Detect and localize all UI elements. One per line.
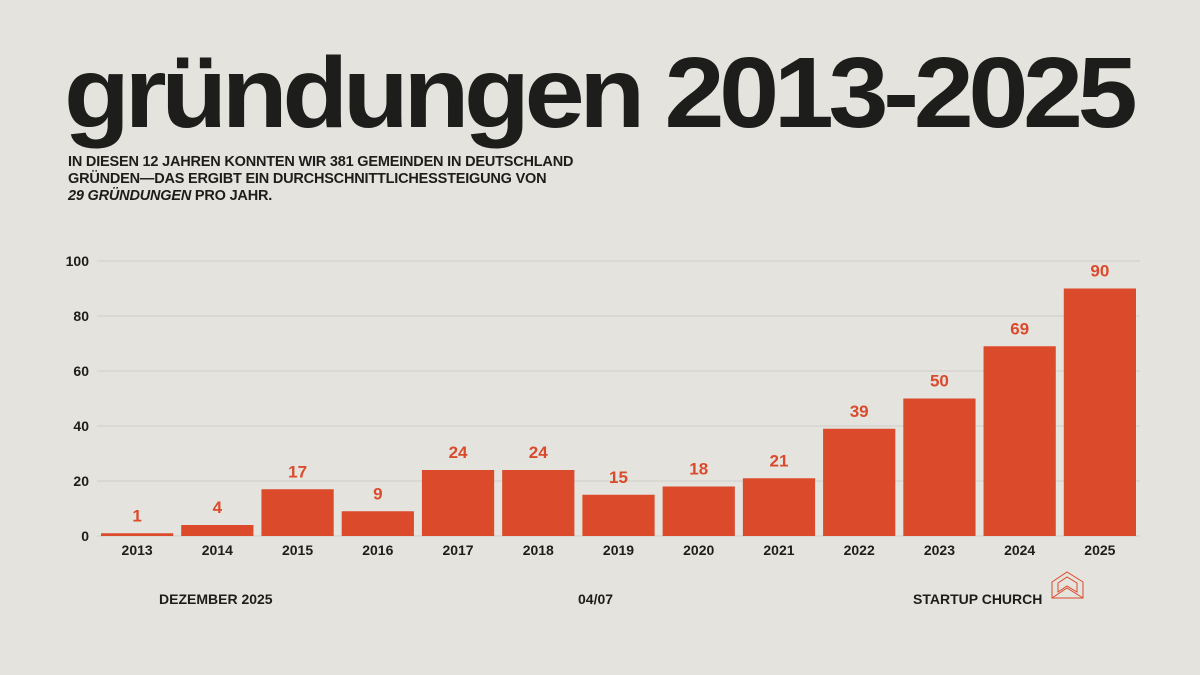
- data-label: 1: [132, 506, 141, 525]
- data-label: 21: [770, 451, 789, 470]
- y-tick-label: 60: [73, 363, 89, 379]
- x-tick-label: 2025: [1084, 542, 1115, 558]
- bar: [1063, 288, 1136, 536]
- y-tick-label: 0: [81, 528, 89, 544]
- x-tick-label: 2014: [202, 542, 233, 558]
- subtitle-line: 29 GRÜNDUNGEN PRO JAHR.: [68, 188, 573, 205]
- bar: [261, 489, 334, 536]
- data-label: 39: [850, 402, 869, 421]
- x-tick-label: 2020: [683, 542, 714, 558]
- x-tick-label: 2021: [763, 542, 794, 558]
- bar: [101, 533, 174, 536]
- x-tick-label: 2013: [122, 542, 153, 558]
- data-label: 9: [373, 484, 382, 503]
- subtitle-line: GRÜNDEN—DAS ERGIBT EIN DURCHSCHNITTLICHE…: [68, 171, 547, 187]
- data-label: 69: [1010, 319, 1029, 338]
- x-tick-label: 2024: [1004, 542, 1035, 558]
- bar: [421, 470, 495, 536]
- x-tick-label: 2022: [844, 542, 875, 558]
- page-title: gründungen 2013-2025: [64, 37, 1138, 149]
- x-tick-label: 2023: [924, 542, 955, 558]
- bar: [582, 494, 655, 536]
- bar: [903, 398, 976, 536]
- subtitle: IN DIESEN 12 JAHREN KONNTEN WIR 381 GEME…: [68, 154, 573, 205]
- bar: [662, 486, 735, 536]
- subtitle-line: IN DIESEN 12 JAHREN KONNTEN WIR 381 GEME…: [68, 154, 574, 170]
- y-tick-label: 80: [73, 308, 89, 324]
- data-label: 90: [1090, 262, 1109, 281]
- data-label: 18: [689, 460, 708, 479]
- x-tick-label: 2015: [282, 542, 313, 558]
- data-label: 4: [213, 498, 223, 517]
- footer-date: DEZEMBER 2025: [159, 591, 273, 607]
- footer-page-number: 04/07: [578, 591, 614, 607]
- bar: [502, 470, 575, 536]
- bar: [742, 478, 816, 536]
- data-label: 15: [609, 468, 628, 487]
- y-tick-label: 20: [73, 473, 89, 489]
- x-tick-label: 2019: [603, 542, 634, 558]
- data-label: 24: [529, 443, 548, 462]
- data-label: 50: [930, 372, 949, 391]
- data-label: 17: [288, 462, 307, 481]
- subtitle-rest: PRO JAHR.: [191, 188, 273, 204]
- footer-brand: STARTUP CHURCH: [913, 591, 1043, 607]
- subtitle-emphasis: 29 GRÜNDUNGEN: [68, 188, 192, 204]
- y-tick-label: 100: [66, 253, 90, 269]
- house-outline-icon: [1051, 571, 1084, 599]
- bar: [181, 525, 254, 536]
- x-tick-label: 2017: [442, 542, 473, 558]
- x-tick-label: 2018: [523, 542, 554, 558]
- bar: [983, 346, 1056, 536]
- data-label: 24: [449, 443, 468, 462]
- x-tick-label: 2016: [362, 542, 393, 558]
- y-tick-label: 40: [73, 418, 89, 434]
- bar: [341, 511, 414, 536]
- bar: [823, 428, 896, 536]
